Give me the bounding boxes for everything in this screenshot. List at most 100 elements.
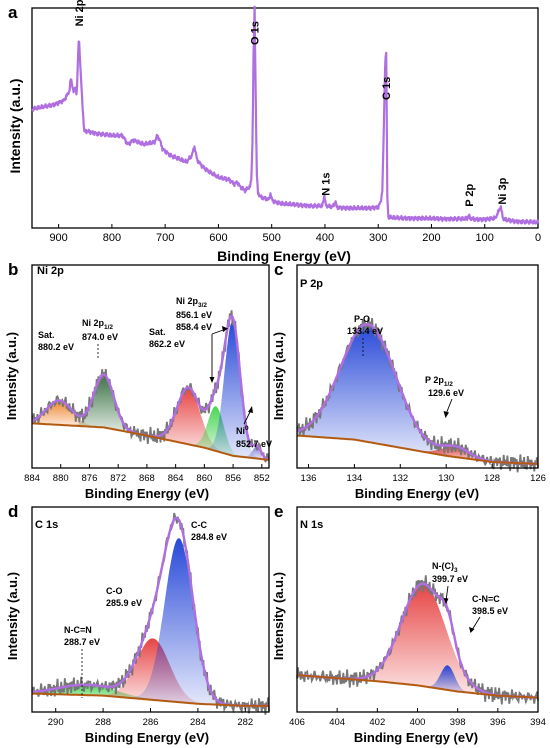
c-ann-po-value: 133.4 eV (347, 326, 383, 336)
panel-a-spectrum-line (31, 5, 540, 225)
panel-a-peak-label: O 1s (250, 21, 262, 45)
panel-d-peak (129, 538, 228, 706)
panel-a-peak-label: N 1s (320, 173, 332, 196)
panel-b-plot: 884 880 876 872 868 864 860 856 852 (24, 264, 270, 484)
b-ann-ni0-label: Ni0 (236, 425, 249, 436)
panel-a-xtick-label: 900 (49, 232, 67, 244)
panel-b-peak (242, 446, 269, 460)
panel-e-xtick-label: 402 (369, 717, 385, 728)
panel-c-letter: c (274, 260, 283, 279)
panel-d-letter: d (8, 502, 18, 521)
b-arrowhead-856 (222, 326, 228, 332)
d-ann-ncn-label: N-C=N (64, 625, 92, 635)
panel-b-peak (205, 321, 260, 459)
panel-b-xtick-label: 856 (225, 473, 241, 484)
panel-e-annotations: N-(C)3 399.7 eV C-N=C 398.5 eV (432, 561, 508, 633)
panel-a: a Intensity (a.u.) Binding Energy (eV) 9… (7, 0, 541, 264)
e-arrowhead-cnc (469, 627, 475, 633)
panel-e-background (296, 674, 538, 699)
panel-a-peak-label: C 1s (381, 77, 393, 100)
panel-c-background (296, 434, 538, 465)
b-ann-ni0-sup: 0 (245, 425, 249, 432)
b-ann-sat-880-label: Sat. (38, 330, 55, 340)
panel-d-ylabel: Intensity (a.u.) (5, 572, 20, 660)
panel-e-xtick-label: 406 (289, 717, 305, 728)
panel-b-xtick-label: 868 (139, 473, 155, 484)
panel-b-xtick-label: 852 (254, 473, 270, 484)
panel-c-title: P 2p (300, 278, 323, 290)
panel-b-annotations: Sat. 880.2 eV Ni 2p1/2 874.0 eV Sat. 862… (38, 296, 272, 449)
panel-e-xtick-label: 394 (530, 717, 546, 728)
panel-b: b Ni 2p Intensity (a.u.) Binding Energy … (4, 260, 272, 501)
b-ann-ni2p12-sub: 1/2 (104, 324, 113, 331)
panel-e-letter: e (274, 502, 283, 521)
e-arrowhead-nc3 (443, 598, 449, 604)
panel-d-xlabel: Binding Energy (eV) (85, 730, 209, 745)
panel-a-xtick-label: 500 (263, 232, 281, 244)
e-ann-nc3-label: N-(C)3 (432, 561, 458, 574)
panel-a-xtick-label: 300 (369, 232, 387, 244)
panel-a-xtick-label: 400 (316, 232, 334, 244)
panel-b-ylabel: Intensity (a.u.) (4, 332, 19, 420)
panel-e-peak (423, 665, 473, 693)
b-ann-ni2p12-value: 874.0 eV (82, 332, 118, 342)
panel-e-xtick-label: 400 (410, 717, 426, 728)
panel-a-xtick-label: 600 (209, 232, 227, 244)
e-ann-cnc-label: C-N=C (472, 594, 500, 604)
d-ann-co-value: 285.9 eV (106, 598, 142, 608)
b-ann-ni2p32-value2: 858.4 eV (176, 322, 212, 332)
panel-c-frame (296, 264, 539, 469)
panel-b-peak (188, 406, 244, 457)
panel-a-xtick-label: 200 (422, 232, 440, 244)
panel-c-xtick-label: 136 (301, 473, 317, 484)
panel-a-xtick-label: 700 (156, 232, 174, 244)
c-arrowhead-p2p (443, 411, 449, 418)
panel-d-annotations: N-C=N 288.7 eV C-O 285.9 eV C-C 284.8 eV (64, 520, 227, 698)
panel-c-ylabel: Intensity (a.u.) (271, 332, 286, 420)
panel-b-xtick-label: 880 (53, 473, 69, 484)
panel-e-xtick-label: 398 (450, 717, 466, 728)
panel-b-xtick-label: 872 (110, 473, 126, 484)
b-ann-ni2p32-main: Ni 2p (176, 296, 199, 306)
c-ann-po-label: P-O (354, 314, 370, 324)
panel-d-title: C 1s (35, 519, 58, 531)
c-ann-p2p-main: P 2p (425, 375, 444, 385)
c-arrow-p2p (445, 398, 453, 415)
panel-e-peak (347, 583, 500, 696)
b-ann-sat-862-label: Sat. (149, 327, 166, 337)
panel-d-xtick-label: 282 (237, 717, 253, 728)
b-arrowhead-858 (209, 377, 215, 383)
b-ann-ni0-main: Ni (236, 426, 245, 436)
b-ann-ni2p12-main: Ni 2p (82, 318, 105, 328)
b-ann-sat-862-value: 862.2 eV (149, 339, 185, 349)
e-ann-nc3-value: 399.7 eV (432, 574, 468, 584)
b-ann-ni2p32-value1: 856.1 eV (176, 310, 212, 320)
panel-e-ylabel: Intensity (a.u.) (271, 572, 286, 660)
panel-e: e N 1s Intensity (a.u.) Binding Energy (… (271, 502, 546, 745)
e-arrow-cnc (471, 616, 481, 631)
d-ann-cc-label: C-C (191, 520, 207, 530)
panel-a-peak-label: P 2p (464, 183, 476, 206)
e-ann-cnc-value: 398.5 eV (472, 606, 508, 616)
d-ann-ncn-value: 288.7 eV (64, 637, 100, 647)
panel-a-frame (31, 7, 539, 229)
b-ann-ni0-value: 852.7 eV (236, 439, 272, 449)
panel-a-ylabel: Intensity (a.u.) (7, 79, 23, 174)
panel-b-xtick-label: 884 (24, 473, 40, 484)
panel-c-peak (297, 324, 464, 459)
panel-c-xtick-label: 128 (484, 473, 500, 484)
panel-e-xtick-label: 404 (329, 717, 345, 728)
d-ann-cc-value: 284.8 eV (191, 532, 227, 542)
panel-a-peak-label: Ni 3p (497, 177, 509, 204)
panel-b-xtick-label: 860 (196, 473, 212, 484)
panel-a-xtick-label: 800 (103, 232, 121, 244)
panel-a-xtick-label: 0 (535, 232, 541, 244)
b-ann-sat-880-value: 880.2 eV (38, 342, 74, 352)
c-ann-p2p-sub: 1/2 (444, 381, 453, 388)
panel-a-xlabel: Binding Energy (eV) (217, 248, 351, 264)
panel-c-xtick-label: 126 (530, 473, 546, 484)
b-arrowhead-ni0 (248, 406, 253, 413)
panel-b-peak (32, 400, 104, 428)
c-ann-p2p-label: P 2p1/2 (425, 375, 453, 388)
